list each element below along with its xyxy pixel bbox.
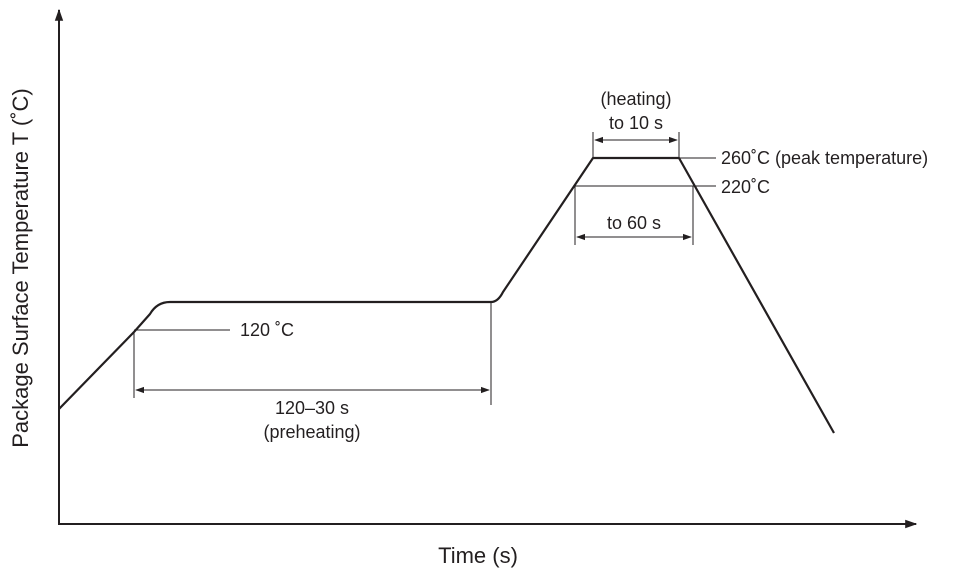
- heating-note-label: (heating): [600, 89, 671, 109]
- x-axis-title: Time (s): [438, 543, 518, 568]
- preheat-note-label: (preheating): [263, 422, 360, 442]
- preheat-duration-label: 120–30 s: [275, 398, 349, 418]
- reflow-temp-label: 220˚C: [721, 177, 770, 197]
- preheat-temp-label: 120 ˚C: [240, 320, 294, 340]
- heating-duration-label: to 10 s: [609, 113, 663, 133]
- peak-temp-label: 260˚C (peak temperature): [721, 148, 928, 168]
- temperature-profile-curve: [58, 156, 835, 434]
- y-axis-title: Package Surface Temperature T (˚C): [8, 88, 33, 448]
- reflow-duration-label: to 60 s: [607, 213, 661, 233]
